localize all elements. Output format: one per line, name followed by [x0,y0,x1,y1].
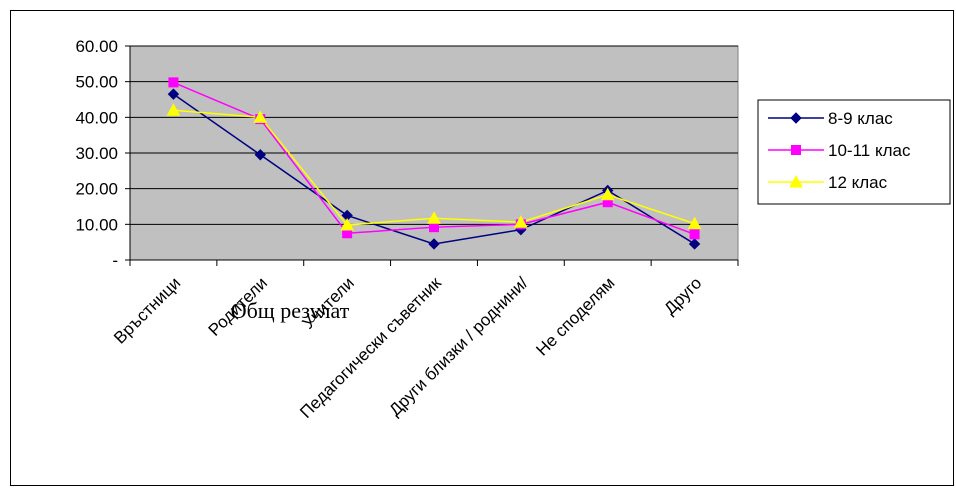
data-point [427,211,441,224]
data-point [340,218,354,231]
data-point [514,215,528,228]
chart-frame [10,10,954,486]
data-point [600,187,615,201]
x-tick-label: Педагогически съветник [296,273,445,422]
y-tick-label: 40.00 [75,108,118,127]
data-point [254,149,266,161]
legend-label: 10-11 клас [828,141,911,160]
legend-marker [789,174,803,188]
y-tick-label: 50.00 [75,73,118,92]
data-point [688,238,701,250]
data-point [429,222,439,233]
legend-label: 8-9 клас [828,109,893,128]
x-tick-label: Не споделям [532,273,618,359]
y-tick-label: - [112,251,118,270]
y-tick-label: 10.00 [75,215,118,234]
data-point [687,216,702,230]
legend-marker [791,145,801,155]
series-group [166,77,702,250]
data-point [167,88,180,100]
x-tick-label: Друго [660,273,705,318]
data-point [253,110,268,123]
y-tick-label: 60.00 [75,37,118,56]
legend: 8-9 клас 10-11 клас 12 клас [757,99,951,205]
legend-marker [790,112,802,124]
chart-title: Общ резулат [231,298,350,323]
y-tick-label: 30.00 [75,144,118,163]
x-tick-label: Връстници [110,273,184,347]
legend-label: 12 клас [828,173,888,192]
data-point [689,229,700,240]
data-point [166,103,181,116]
data-point [428,238,440,250]
x-tick-label: Други близки / роднини/ [385,273,532,420]
y-tick-label: 20.00 [75,180,118,199]
data-point [168,77,179,88]
